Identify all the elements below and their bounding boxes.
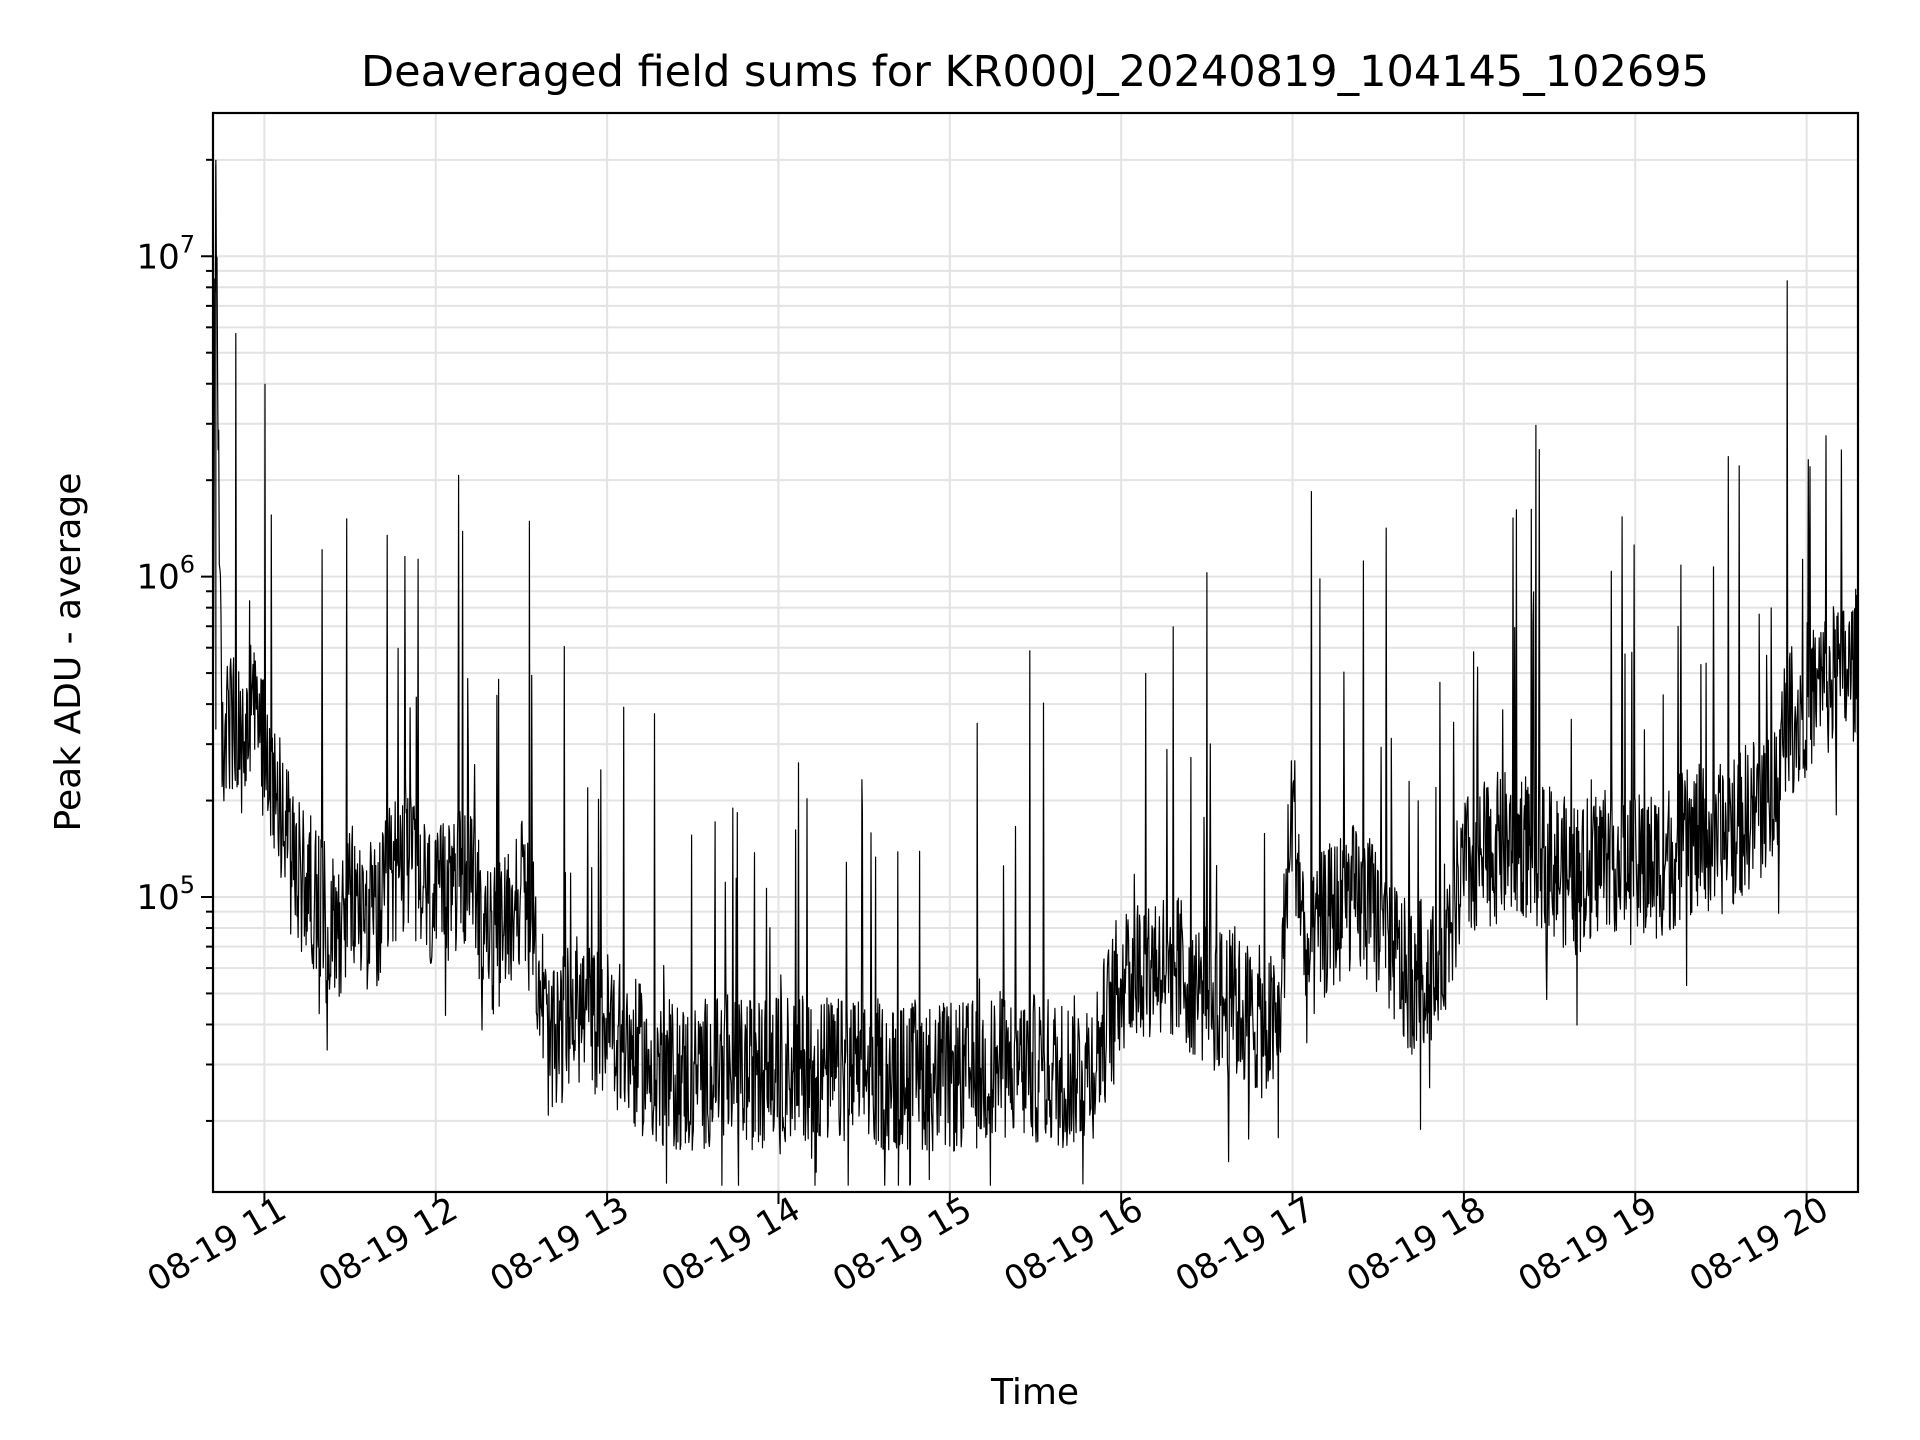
y-tick-label: 107: [136, 230, 195, 277]
x-axis-label: Time: [990, 1372, 1079, 1413]
y-axis-ticks: 105 106 107: [136, 158, 213, 1122]
series-line: [212, 164, 1859, 1186]
series-layer: [212, 159, 1859, 1186]
y-tick-label: 106: [136, 551, 195, 598]
y-tick-label: 105: [136, 871, 195, 918]
chart-title: Deaveraged field sums for KR000J_2024081…: [361, 47, 1709, 97]
y-axis-label: Peak ADU - average: [48, 473, 89, 832]
plot-frame: [211, 111, 1860, 1194]
